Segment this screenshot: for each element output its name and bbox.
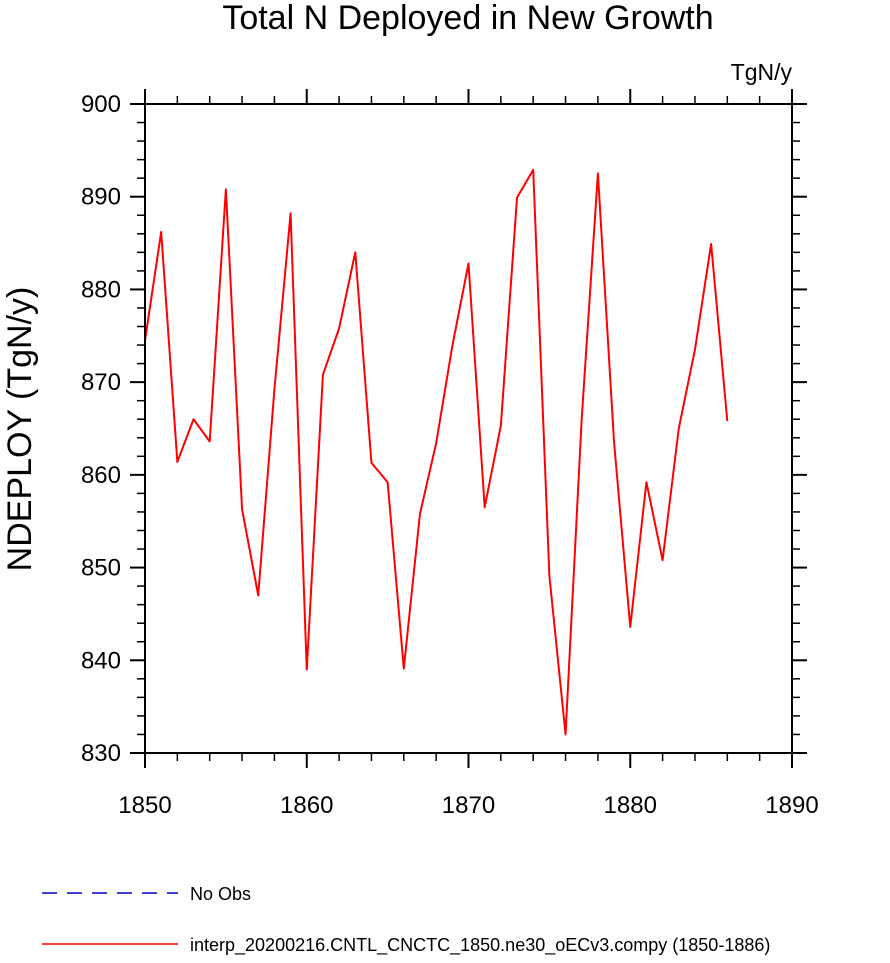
- y-tick-label: 870: [81, 369, 121, 396]
- units-label: TgN/y: [731, 59, 793, 85]
- x-tick-label: 1880: [604, 792, 657, 819]
- y-tick-label: 850: [81, 555, 121, 582]
- x-tick-label: 1860: [280, 792, 333, 819]
- chart-title: Total N Deployed in New Growth: [222, 0, 713, 37]
- plot-frame: [144, 103, 793, 754]
- x-tick-label: 1870: [442, 792, 495, 819]
- y-tick-label: 880: [81, 276, 121, 303]
- y-tick-label: 900: [81, 91, 121, 118]
- x-tick-label: 1890: [765, 792, 818, 819]
- legend-label-model: interp_20200216.CNTL_CNCTC_1850.ne30_oEC…: [190, 935, 770, 956]
- y-tick-label: 890: [81, 184, 121, 211]
- x-tick-label: 1850: [118, 792, 171, 819]
- y-tick-label: 840: [81, 647, 121, 674]
- series-line-1: [144, 168, 729, 736]
- series-layer: [144, 168, 729, 736]
- y-tick-label: 830: [81, 740, 121, 767]
- legend: No Obs interp_20200216.CNTL_CNCTC_1850.n…: [42, 884, 770, 956]
- ticks-layer: 830 840 850 860 870 880 890 900 1850 1860 1870 1880…: [81, 89, 819, 819]
- y-tick-label: 860: [81, 462, 121, 489]
- y-axis-label: NDEPLOY (TgN/y): [1, 287, 39, 572]
- legend-label-no-obs: No Obs: [190, 884, 251, 904]
